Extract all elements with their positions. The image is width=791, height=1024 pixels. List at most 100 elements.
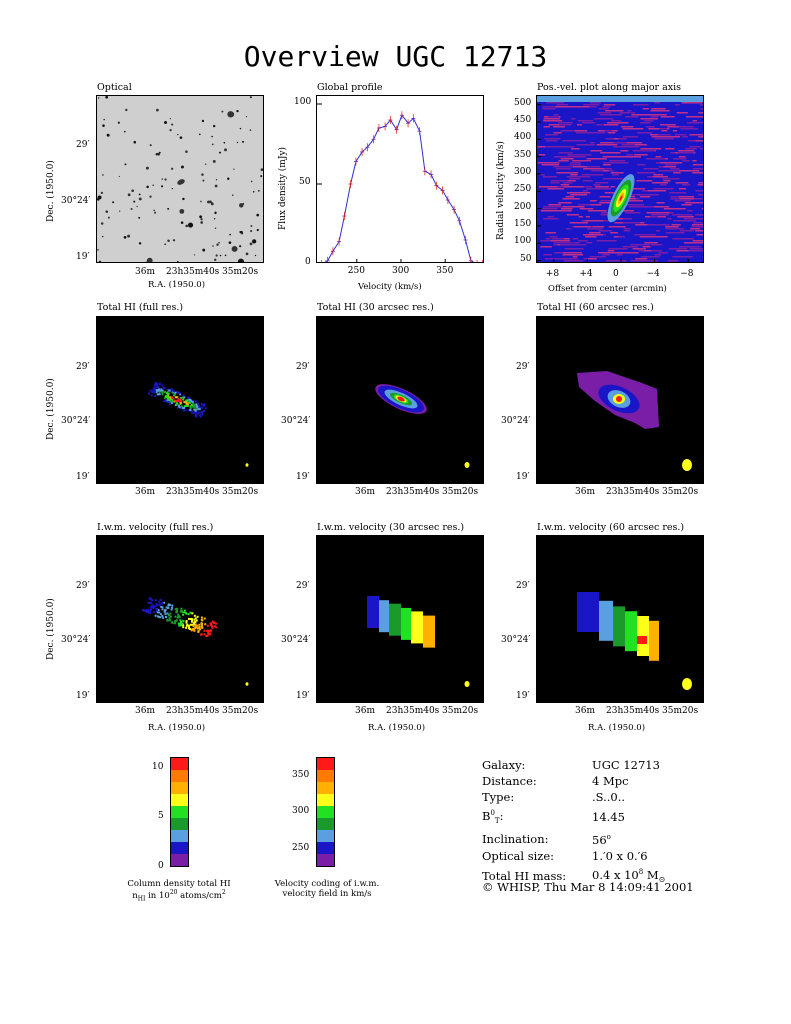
hi-pixel (158, 393, 161, 396)
pv-noise (599, 196, 611, 198)
pv-noise (678, 126, 694, 128)
pv-noise (549, 232, 557, 234)
pv-noise (646, 158, 662, 160)
pv-noise (538, 186, 558, 188)
hi-pixel (179, 398, 182, 401)
pv-noise (627, 110, 632, 112)
hi-pixel (186, 403, 189, 406)
optical-star (161, 185, 164, 188)
pv-noise (701, 208, 703, 210)
pv-noise (659, 124, 676, 126)
optical-star (100, 222, 104, 225)
pv-noise (598, 230, 612, 232)
pv-noise (694, 214, 703, 216)
hi-pixel (154, 390, 157, 393)
velocity-pixel (155, 603, 158, 606)
hi-pixel (157, 389, 160, 392)
hi-pixel (171, 396, 174, 399)
info-row: Type: .S..0.. (482, 790, 626, 804)
pv-noise (547, 216, 554, 218)
pv-noise (623, 228, 631, 230)
velocity-pixel (171, 606, 174, 609)
optical-star (106, 133, 110, 137)
radial-velocity-axis-label: Radial velocity (km/s) (496, 141, 506, 240)
pv-noise (570, 174, 578, 176)
optical-star (176, 261, 179, 262)
velocity-pixel (187, 617, 190, 620)
hi-pixel (166, 395, 169, 398)
pv-noise (681, 204, 692, 206)
hi-pixel (170, 400, 173, 403)
velocity-pixel (159, 616, 162, 619)
pv-noise (559, 124, 572, 126)
pv-noise (651, 182, 669, 184)
dec-tick: 30°24′ (281, 635, 311, 645)
pv-noise (549, 236, 558, 238)
velocity-pixel (197, 629, 200, 632)
velocity-pixel (147, 601, 150, 604)
ra-tick-36m: 36m (135, 267, 155, 277)
velocity-pixel (152, 611, 155, 614)
pv-noise (661, 130, 668, 132)
pv-noise (650, 216, 659, 218)
hi-pixel (169, 396, 172, 399)
optical-star (237, 258, 245, 262)
velocity-pixel (166, 612, 169, 615)
hi-pixel (189, 408, 192, 411)
dec-axis-label-row3: Dec. (1950.0) (46, 598, 56, 660)
pv-noise (673, 158, 687, 160)
pv-noise (569, 222, 589, 224)
velocity-pixel (206, 624, 209, 627)
pv-noise (626, 146, 640, 148)
hi-full-title: Total HI (full res.) (97, 302, 184, 313)
hi-pixel (200, 403, 203, 406)
pv-noise (562, 140, 585, 142)
pv-noise (545, 238, 551, 240)
pv-noise (665, 228, 685, 230)
pv-noise (693, 222, 703, 224)
optical-star (130, 208, 133, 211)
pv-noise (674, 200, 691, 202)
optical-starfield (97, 96, 263, 262)
velocity-pixel (166, 619, 169, 622)
pv-noise (555, 106, 573, 108)
hi-pixel (194, 407, 197, 410)
pv-noise (637, 164, 646, 166)
pv-noise (546, 108, 556, 110)
optical-star (200, 218, 203, 221)
pv-noise (698, 194, 703, 196)
colorbar-swatch (171, 782, 188, 794)
pv-noise (646, 126, 655, 128)
velocity-pixel (154, 599, 157, 602)
optical-star (155, 108, 159, 112)
pv-noise (636, 180, 653, 182)
pv-emission (619, 195, 623, 202)
pv-noise (608, 248, 628, 250)
hi-60-image (577, 371, 692, 471)
velocity-pixel (163, 609, 166, 612)
optical-star (221, 110, 224, 113)
optical-star (211, 135, 213, 138)
cb1-tick-5: 5 (158, 811, 164, 821)
optical-star (117, 121, 120, 124)
pv-noise (603, 162, 615, 164)
velocity-pixel (193, 629, 196, 632)
dec-tick: 30°24′ (61, 416, 91, 426)
ra-tick: 35m20s (662, 487, 699, 497)
pv-noise (651, 214, 669, 216)
pv-noise (636, 128, 644, 130)
ra-axis-label: R.A. (1950.0) (148, 723, 206, 733)
pv-noise (608, 170, 614, 172)
optical-star (153, 209, 155, 212)
optical-star (97, 195, 102, 200)
hi-pixel (167, 396, 170, 399)
hi-pixel (191, 411, 194, 414)
velocity-pixel (149, 601, 152, 604)
velocity-pixel (169, 612, 172, 615)
hi-pixel (178, 392, 181, 395)
hi-pixel (189, 405, 192, 408)
pv-noise (698, 182, 703, 184)
velocity-pixel (198, 626, 201, 629)
velocity-pixel (168, 619, 171, 622)
optical-star (105, 96, 109, 99)
